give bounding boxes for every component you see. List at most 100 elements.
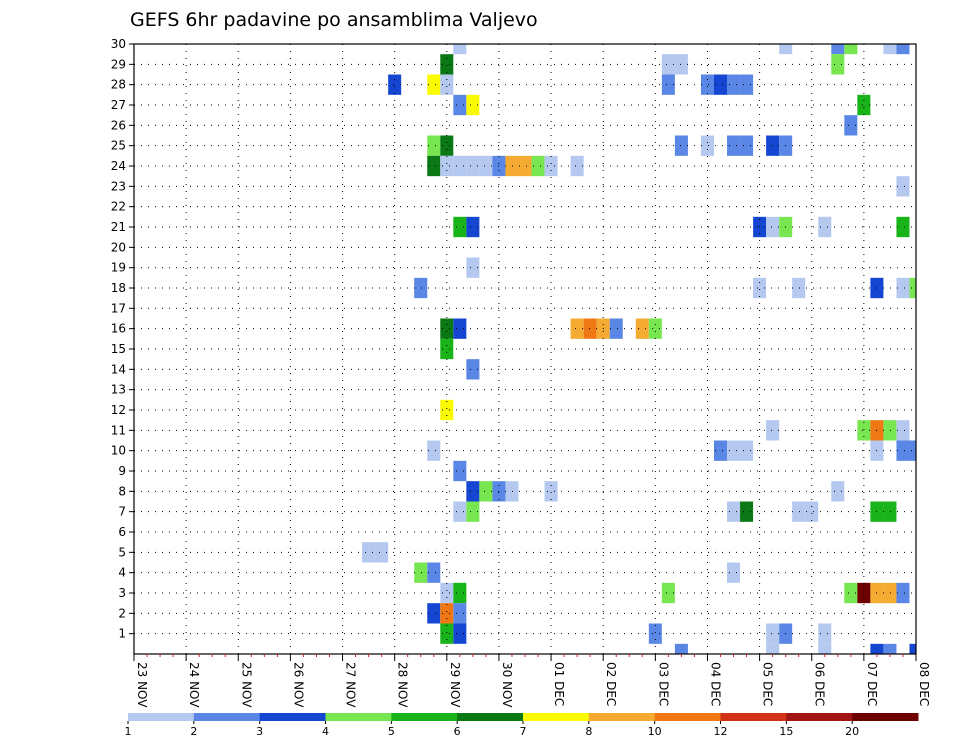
- y-tick-label: 1: [118, 627, 126, 641]
- y-tick-label: 10: [111, 444, 126, 458]
- precip-cell: [466, 359, 480, 380]
- y-tick-label: 18: [111, 281, 126, 295]
- y-tick-label: 19: [111, 261, 126, 275]
- precip-cell: [531, 155, 545, 177]
- precip-cell: [727, 501, 741, 522]
- precip-cell: [453, 44, 467, 55]
- precip-cell: [427, 74, 441, 95]
- x-tick-label: 29 NOV: [448, 662, 462, 708]
- legend-swatch: [654, 713, 721, 721]
- precip-cell: [896, 176, 910, 197]
- legend-level-label: 3: [256, 725, 263, 738]
- legend-swatch: [523, 713, 590, 721]
- precip-cell: [453, 501, 467, 522]
- precip-cell: [909, 277, 916, 299]
- precip-cell: [857, 94, 871, 116]
- legend-swatch: [588, 713, 656, 721]
- precip-cell: [740, 135, 754, 156]
- legend-level-label: 1: [125, 725, 132, 738]
- y-tick-label: 3: [118, 586, 126, 600]
- precip-cell: [427, 440, 441, 461]
- precip-cell: [440, 399, 454, 421]
- precip-cell: [700, 74, 714, 95]
- precip-cell: [818, 216, 832, 238]
- x-tick-label: 27 NOV: [344, 662, 358, 708]
- y-tick-label: 30: [111, 37, 126, 51]
- y-tick-label: 12: [111, 403, 126, 417]
- precip-cell: [779, 44, 793, 55]
- precip-cell: [909, 440, 916, 461]
- precip-cell: [440, 155, 454, 177]
- precip-cell: [453, 460, 467, 482]
- precip-cell: [674, 54, 688, 75]
- precip-cell: [792, 501, 806, 522]
- precip-cell: [883, 44, 897, 55]
- precip-cells: [362, 44, 916, 654]
- precip-cell: [792, 277, 806, 299]
- precip-cell: [805, 501, 819, 522]
- precip-cell: [727, 440, 741, 461]
- precip-cell: [818, 623, 832, 644]
- precip-cell: [883, 643, 897, 654]
- legend-level-label: 8: [585, 725, 592, 738]
- precip-cell: [766, 216, 780, 238]
- legend-swatch: [193, 713, 261, 721]
- precip-cell: [414, 277, 428, 299]
- y-tick-label: 11: [111, 423, 126, 437]
- legend-level-label: 20: [845, 725, 859, 738]
- legend-swatch: [128, 713, 195, 721]
- precip-cell: [453, 216, 467, 238]
- precip-cell: [661, 74, 675, 95]
- legend-level-label: 10: [648, 725, 662, 738]
- precip-cell: [870, 643, 884, 654]
- y-tick-label: 7: [118, 505, 126, 519]
- precip-cell: [648, 623, 662, 644]
- y-tick-label: 25: [111, 139, 126, 153]
- precip-cell: [440, 318, 454, 339]
- x-tick-label: 08 DEC: [917, 662, 931, 706]
- legend-swatch: [325, 713, 392, 721]
- precip-cell: [388, 74, 402, 95]
- precip-cell: [544, 481, 558, 502]
- x-tick-label: 30 NOV: [500, 662, 514, 708]
- precip-cell: [909, 643, 916, 654]
- precip-cell: [453, 623, 467, 644]
- precip-cell: [857, 420, 871, 441]
- precip-cell: [896, 216, 910, 238]
- precip-cell: [661, 582, 675, 604]
- x-axis-ticks: 23 NOV 24 NOV 25 NOV 26 NOV 27 NOV 28 NOV 29 N…: [133, 654, 931, 708]
- precip-cell: [648, 318, 662, 339]
- legend-swatch: [852, 713, 919, 721]
- y-tick-label: 6: [118, 525, 126, 539]
- precip-cell: [440, 582, 454, 604]
- y-tick-label: 8: [118, 484, 126, 498]
- legend-level-label: 7: [520, 725, 527, 738]
- legend-level-label: 12: [714, 725, 728, 738]
- y-tick-label: 13: [111, 383, 126, 397]
- precip-cell: [635, 318, 649, 339]
- precip-cell: [713, 74, 728, 95]
- precip-cell: [766, 420, 780, 441]
- x-tick-label: 04 DEC: [708, 662, 722, 706]
- x-tick-label: 02 DEC: [604, 662, 618, 706]
- precip-cell: [727, 135, 741, 156]
- plot-frame: [133, 43, 917, 655]
- precip-cell: [740, 74, 754, 95]
- precip-cell: [518, 155, 532, 177]
- precip-cell: [766, 135, 780, 156]
- precip-cell: [440, 54, 454, 75]
- y-tick-label: 29: [111, 57, 126, 71]
- precip-cell: [831, 54, 845, 75]
- legend-level-label: 5: [388, 725, 395, 738]
- x-tick-label: 07 DEC: [865, 662, 879, 706]
- precip-cell: [713, 440, 728, 461]
- precip-cell: [844, 115, 858, 136]
- precip-cell: [818, 643, 832, 654]
- x-tick-label: 03 DEC: [656, 662, 670, 706]
- legend-swatch: [391, 713, 458, 721]
- y-tick-label: 28: [111, 78, 126, 92]
- x-tick-label: 25 NOV: [239, 662, 253, 708]
- precip-cell: [466, 501, 480, 522]
- precip-cell: [896, 420, 910, 441]
